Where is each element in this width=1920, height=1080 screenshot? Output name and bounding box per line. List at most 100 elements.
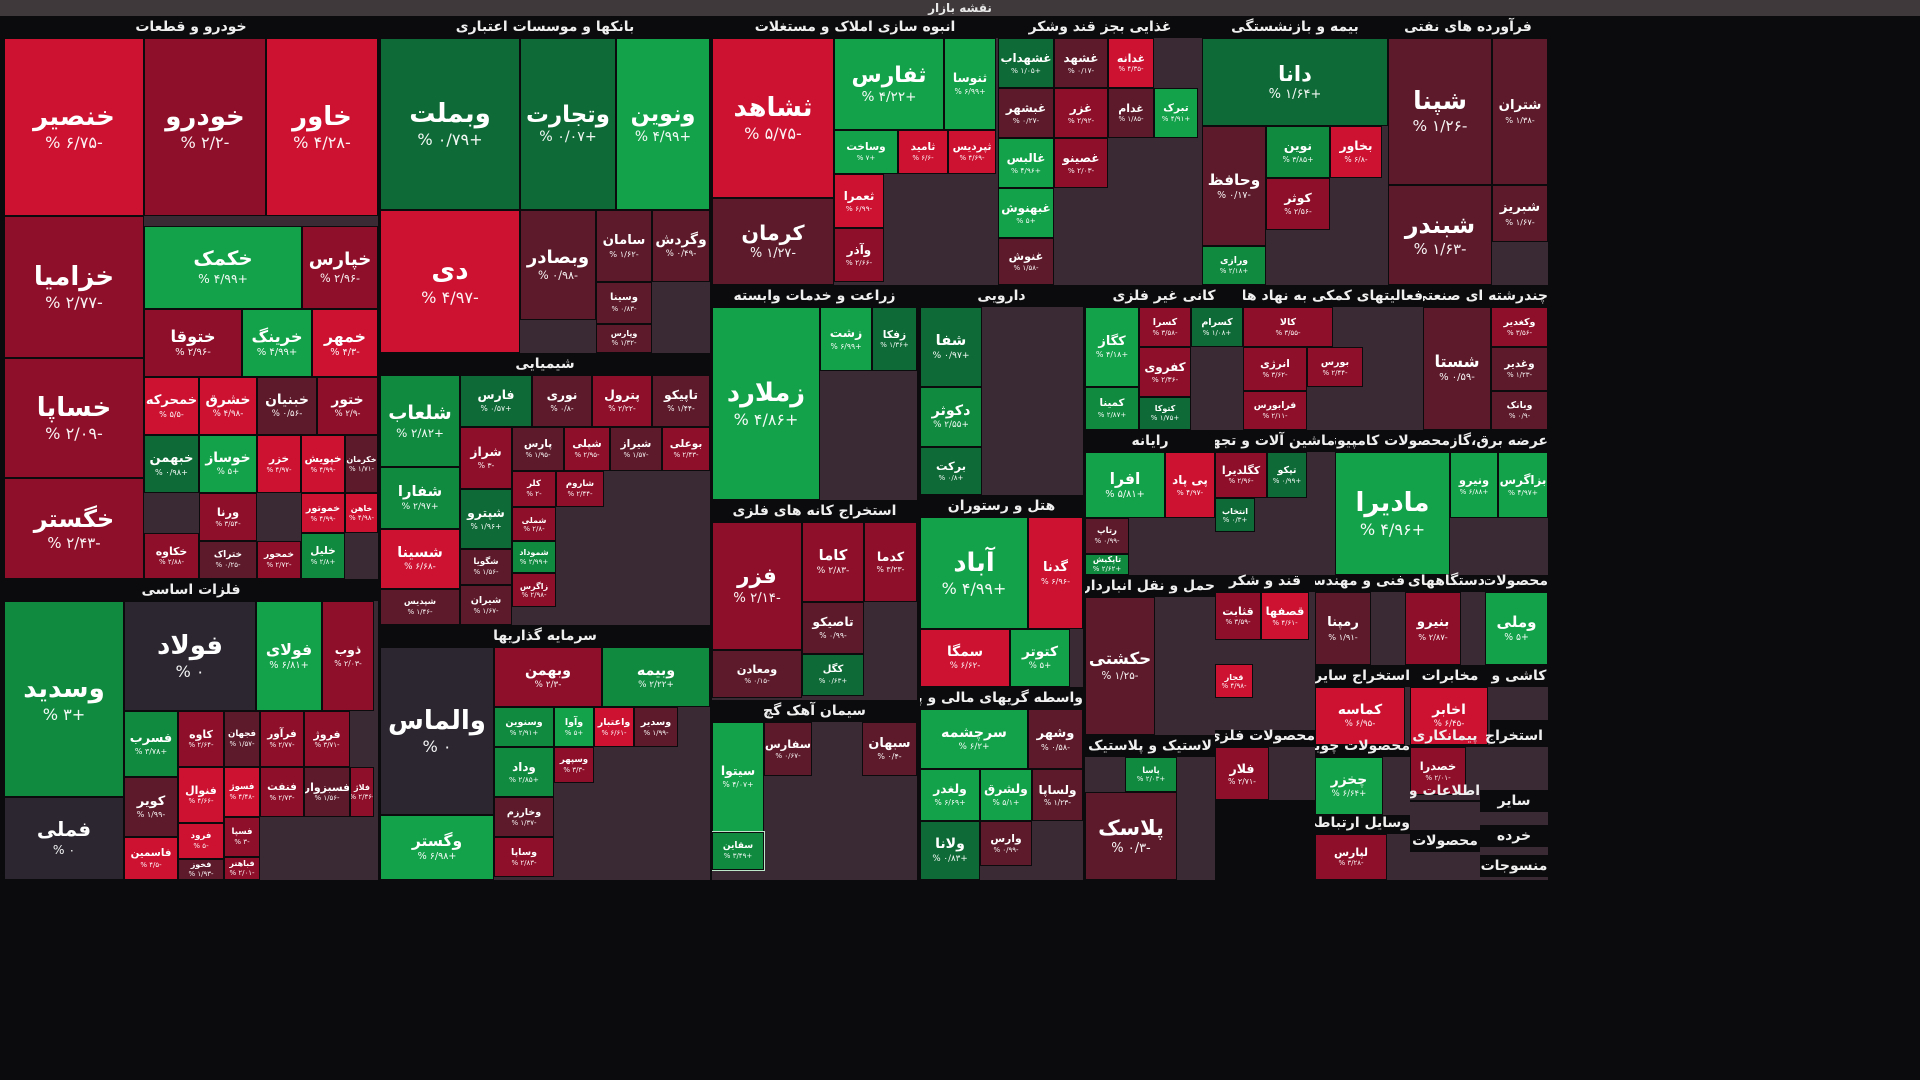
stock-tile[interactable]: شملی -۲/۸ % [512,507,556,541]
stock-tile[interactable]: خزامیا -۲/۷۷ % [4,216,144,358]
stock-tile[interactable]: فارس +۰/۵۷ % [460,375,532,427]
stock-tile[interactable]: کلر -۲ % [512,471,556,507]
stock-tile[interactable]: وتجارت +۰/۰۷ % [520,38,616,210]
stock-tile[interactable]: خکاوه -۲/۸۸ % [144,533,199,579]
stock-tile[interactable]: مادیرا +۴/۹۶ % [1335,452,1450,575]
stock-tile[interactable]: شیران -۱/۶۷ % [460,585,512,625]
stock-tile[interactable]: کتوتر +۵ % [1010,629,1070,687]
stock-tile[interactable]: ختراک -۰/۲۵ % [199,541,257,579]
stock-tile[interactable]: خرینگ +۴/۹۹ % [242,309,312,377]
stock-tile[interactable]: وداد +۲/۸۵ % [494,747,554,797]
stock-tile[interactable]: خزر -۴/۹۷ % [257,435,301,493]
stock-tile[interactable]: شستا -۰/۵۹ % [1423,307,1491,430]
stock-tile[interactable]: زشت +۶/۹۹ % [820,307,872,371]
stock-tile[interactable]: فولاد ۰ % [124,601,256,711]
stock-tile[interactable]: کگاز +۴/۱۸ % [1085,307,1139,387]
stock-tile[interactable]: ولشرق +۵/۱ % [980,769,1032,821]
stock-tile[interactable]: شفا +۰/۹۷ % [920,307,982,387]
stock-tile[interactable]: ثعمرا -۶/۹۹ % [834,174,884,228]
stock-tile[interactable]: خمحرکه -۵/۵ % [144,377,199,435]
stock-tile[interactable]: شموداد +۲/۹۹ % [512,541,556,573]
stock-tile[interactable]: سامان -۱/۶۲ % [596,210,652,282]
stock-tile[interactable]: خکمک +۴/۹۹ % [144,226,302,309]
stock-tile[interactable]: زملارد +۴/۸۶ % [712,307,820,500]
stock-tile[interactable]: خاور -۴/۲۸ % [266,38,378,216]
stock-tile[interactable]: زفکا +۱/۳۶ % [872,307,917,371]
stock-tile[interactable]: خودرو -۲/۲ % [144,38,266,216]
stock-tile[interactable]: رمپنا -۱/۹۱ % [1315,592,1371,665]
stock-tile[interactable]: سقاین +۳/۴۹ % [712,831,765,871]
stock-tile[interactable]: فنوال -۴/۶۶ % [178,767,224,823]
stock-tile[interactable]: کفروی -۲/۳۶ % [1139,347,1191,397]
stock-tile[interactable]: آباد +۴/۹۹ % [920,517,1028,629]
stock-tile[interactable]: برکت +۰/۸ % [920,447,982,495]
stock-tile[interactable]: شبندر -۱/۶۳ % [1388,185,1492,285]
stock-tile[interactable]: شپترو +۱/۹۶ % [460,489,512,549]
stock-tile[interactable]: فخوز -۱/۹۳ % [178,859,224,880]
stock-tile[interactable]: دکوثر +۲/۵۵ % [920,387,982,447]
stock-tile[interactable]: لپارس -۳/۲۸ % [1315,834,1387,880]
stock-tile[interactable]: شسینا -۶/۶۸ % [380,529,460,589]
stock-tile[interactable]: وساخت +۷ % [834,130,898,174]
stock-tile[interactable]: ومعادن -۰/۱۵ % [712,650,802,698]
stock-tile[interactable]: شاروم -۲/۴۴ % [556,471,604,507]
stock-tile[interactable]: وساپا -۲/۸۳ % [494,837,554,877]
stock-tile[interactable]: کگلدیرا -۲/۹۶ % [1215,452,1267,498]
stock-tile[interactable]: سبهان -۰/۴ % [862,722,917,776]
stock-tile[interactable]: فسبزوار -۱/۵۶ % [304,767,350,817]
stock-tile[interactable]: وسدید +۳ % [4,601,124,797]
stock-tile[interactable]: اخابر -۶/۴۵ % [1410,687,1488,745]
stock-tile[interactable]: پی پاد -۴/۹۷ % [1165,452,1215,518]
stock-tile[interactable]: فباهنر -۲/۰۱ % [224,857,260,880]
stock-tile[interactable]: وبهمن -۲/۳ % [494,647,602,707]
stock-tile[interactable]: شپلی -۲/۹۵ % [564,427,610,471]
stock-tile[interactable]: ونیرو +۶/۸۸ % [1450,452,1498,518]
stock-tile[interactable]: خمهر -۴/۳ % [312,309,378,377]
stock-tile[interactable]: شتران -۱/۳۸ % [1492,38,1548,185]
stock-tile[interactable]: پترول -۲/۲۲ % [592,375,652,427]
stock-tile[interactable]: وبانک -۰/۹ % [1491,391,1548,430]
stock-tile[interactable]: خساپا -۲/۰۹ % [4,358,144,478]
stock-tile[interactable]: سفارس -۰/۶۷ % [764,722,812,776]
stock-tile[interactable]: فزر -۲/۱۴ % [712,522,802,650]
stock-tile[interactable]: غالبس +۴/۹۶ % [998,138,1054,188]
stock-tile[interactable]: خاهن -۴/۹۸ % [345,493,378,533]
stock-tile[interactable]: پاسا +۲/۰۳ % [1125,757,1177,792]
stock-tile[interactable]: کالا -۳/۵۵ % [1243,307,1333,347]
stock-tile[interactable]: شیراز -۱/۵۷ % [610,427,662,471]
stock-tile[interactable]: وملی +۵ % [1485,592,1548,665]
stock-tile[interactable]: کسرا -۳/۵۸ % [1139,307,1191,347]
stock-tile[interactable]: وخارزم -۱/۳۷ % [494,797,554,837]
stock-tile[interactable]: غشهد -۰/۱۷ % [1054,38,1108,88]
stock-tile[interactable]: بنیرو -۲/۸۷ % [1405,592,1461,665]
stock-tile[interactable]: خبهمن +۰/۹۸ % [144,435,199,493]
stock-tile[interactable]: ختور -۲/۹ % [317,377,378,435]
stock-tile[interactable]: غبشهر -۰/۲۷ % [998,88,1054,138]
stock-tile[interactable]: خمحور -۲/۷۲ % [257,541,301,579]
stock-tile[interactable]: کاما -۲/۸۳ % [802,522,864,602]
stock-tile[interactable]: افرا +۵/۸۱ % [1085,452,1165,518]
stock-tile[interactable]: شلعاب +۲/۸۲ % [380,375,460,467]
stock-tile[interactable]: فروژ -۳/۷۱ % [304,711,350,767]
stock-tile[interactable]: شگویا -۱/۵۶ % [460,549,512,585]
stock-tile[interactable]: خپویش -۴/۹۹ % [301,435,345,493]
stock-tile[interactable]: ثامید -۶/۶ % [898,130,948,174]
stock-tile[interactable]: تاپیکو -۱/۴۴ % [652,375,710,427]
stock-tile[interactable]: چخزر +۶/۶۴ % [1315,757,1383,815]
stock-tile[interactable]: پارس -۱/۹۵ % [512,427,564,471]
stock-tile[interactable]: وبصادر -۰/۹۸ % [520,210,596,320]
stock-tile[interactable]: فاسمین -۴/۵ % [124,837,178,880]
stock-tile[interactable]: کدما -۳/۲۳ % [864,522,917,602]
stock-tile[interactable]: وآوا +۵ % [554,707,594,747]
stock-tile[interactable]: تاصیکو -۰/۹۹ % [802,602,864,654]
stock-tile[interactable]: فسوژ -۴/۴۸ % [224,767,260,817]
stock-tile[interactable]: کتوکا +۱/۷۵ % [1139,397,1191,430]
stock-tile[interactable]: وبیمه +۲/۲۲ % [602,647,710,707]
stock-tile[interactable]: خوساز +۵ % [199,435,257,493]
stock-tile[interactable]: فولای +۶/۸۱ % [256,601,322,711]
stock-tile[interactable]: بوعلی -۲/۴۳ % [662,427,710,471]
stock-tile[interactable]: ورازی +۲/۱۸ % [1202,246,1266,285]
stock-tile[interactable]: غشهداب +۱/۰۵ % [998,38,1054,88]
stock-tile[interactable]: کاوه -۲/۶۴ % [178,711,224,767]
stock-tile[interactable]: وپارس -۱/۳۲ % [596,324,652,353]
